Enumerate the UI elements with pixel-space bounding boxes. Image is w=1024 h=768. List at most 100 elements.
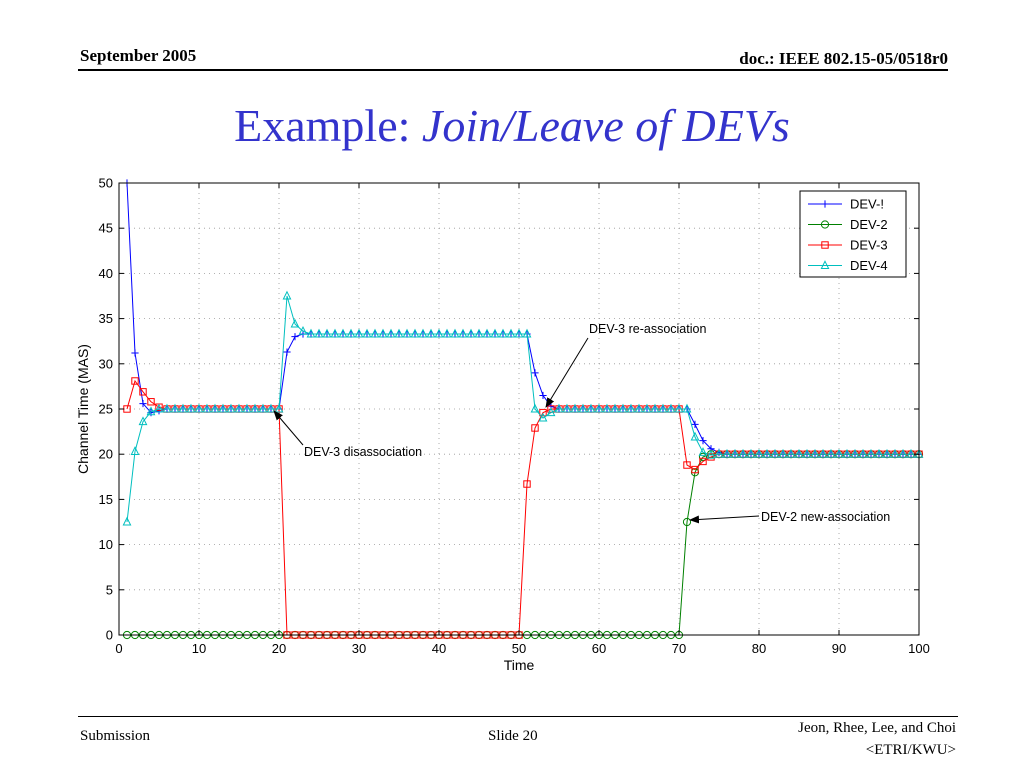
footer-authors: Jeon, Rhee, Lee, and Choi — [798, 720, 956, 736]
data-point — [826, 448, 836, 458]
data-point — [691, 420, 699, 428]
x-tick-label: 30 — [352, 641, 366, 656]
data-point — [514, 328, 524, 338]
data-point — [466, 328, 476, 338]
legend-entry: DEV-3 — [808, 238, 888, 253]
data-point — [722, 448, 732, 458]
data-point — [330, 328, 340, 338]
x-tick-label: 20 — [272, 641, 286, 656]
y-tick-label: 30 — [99, 356, 113, 371]
series-2 — [122, 450, 924, 640]
data-point — [506, 328, 516, 338]
data-point — [730, 448, 740, 458]
data-point — [866, 448, 876, 458]
series-line-2 — [127, 453, 919, 636]
data-point — [410, 328, 420, 338]
data-point — [370, 328, 380, 338]
data-point — [586, 403, 596, 413]
legend-entry: DEV-4 — [808, 258, 888, 273]
data-point — [538, 412, 548, 422]
data-point — [162, 403, 172, 413]
slide-title-prefix: Example: — [234, 100, 422, 151]
data-point — [154, 403, 164, 413]
data-point — [258, 403, 268, 413]
footer-submission: Submission — [80, 728, 151, 744]
legend-swatch-marker — [820, 220, 830, 229]
data-point — [474, 328, 484, 338]
data-point — [578, 403, 588, 413]
slide-title: Example: Join/Leave of DEVs — [0, 98, 1024, 154]
data-point — [346, 328, 356, 338]
x-tick-label: 50 — [512, 641, 526, 656]
y-tick-label: 35 — [99, 311, 113, 326]
annotation-arrow — [545, 337, 589, 408]
data-point — [714, 448, 724, 458]
y-tick-label: 5 — [106, 582, 113, 597]
data-point — [594, 403, 604, 413]
series-line-3 — [126, 379, 919, 636]
data-point — [498, 328, 508, 338]
data-point — [354, 328, 364, 338]
legend-box — [799, 190, 907, 278]
data-point — [322, 328, 332, 338]
data-point — [674, 403, 684, 413]
data-point — [650, 403, 660, 413]
data-point — [810, 448, 820, 458]
data-point — [626, 403, 636, 413]
data-point — [658, 403, 668, 413]
annotation-label: DEV-2 new-association — [761, 510, 890, 524]
annotation-label: DEV-3 re-association — [589, 322, 706, 336]
series-4 — [122, 290, 924, 526]
data-point — [202, 403, 212, 413]
data-point — [147, 398, 155, 406]
data-point — [691, 465, 699, 474]
data-point — [122, 516, 132, 526]
data-point — [778, 448, 788, 458]
legend-entry: DEV-2 — [808, 217, 888, 232]
data-point — [699, 457, 707, 466]
data-point — [298, 325, 308, 335]
data-point — [738, 448, 748, 458]
data-point — [682, 403, 692, 413]
slide-title-italic: Join/Leave of DEVs — [421, 100, 790, 151]
x-tick-label: 10 — [192, 641, 206, 656]
x-tick-label: 100 — [908, 641, 930, 656]
y-tick-label: 50 — [99, 176, 113, 191]
legend-swatch-marker — [821, 200, 829, 208]
series-line-4 — [126, 295, 919, 523]
data-point — [706, 449, 716, 459]
data-point — [458, 328, 468, 338]
data-point — [690, 431, 700, 441]
data-point — [522, 328, 532, 338]
data-point — [802, 448, 812, 458]
data-point — [306, 328, 316, 338]
legend: DEV-! DEV-2 DEV-3 DEV-4 — [799, 190, 907, 278]
x-tick-label: 40 — [432, 641, 446, 656]
y-tick-label: 0 — [106, 628, 113, 643]
data-point — [858, 448, 868, 458]
data-point — [490, 328, 500, 338]
data-point — [266, 403, 276, 413]
y-tick-label: 40 — [99, 266, 113, 281]
x-tick-label: 90 — [832, 641, 846, 656]
data-point — [482, 328, 492, 338]
footer-slide-number: Slide 20 — [488, 728, 538, 744]
data-point — [450, 328, 460, 338]
data-point — [554, 403, 564, 413]
legend-swatch-marker — [820, 260, 830, 269]
data-point — [770, 448, 780, 458]
data-point — [282, 290, 292, 300]
data-point — [378, 328, 388, 338]
data-point — [131, 377, 139, 385]
data-point — [818, 448, 828, 458]
x-tick-label: 0 — [115, 641, 122, 656]
y-tick-label: 20 — [99, 447, 113, 462]
data-point — [834, 448, 844, 458]
data-point — [786, 448, 796, 458]
data-point — [602, 403, 612, 413]
footer-divider — [78, 716, 958, 717]
legend-label: DEV-! — [850, 197, 884, 212]
data-point — [531, 369, 539, 377]
data-point — [291, 333, 299, 341]
